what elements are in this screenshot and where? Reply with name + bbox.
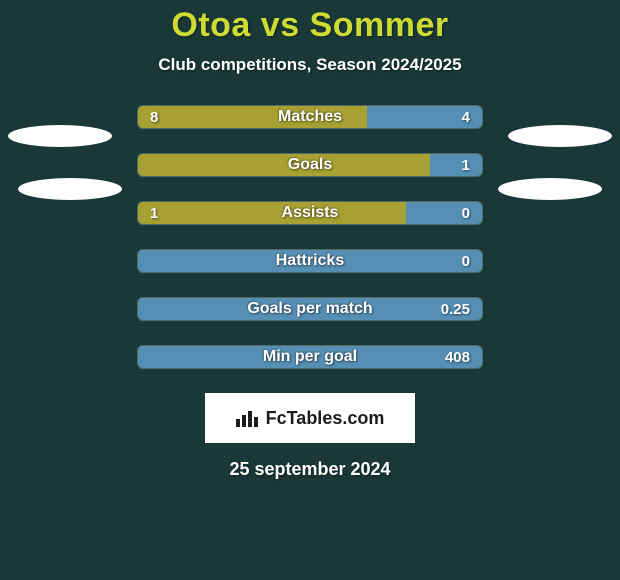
stat-value-right: 408: [445, 346, 470, 368]
stat-value-left: 1: [150, 202, 158, 224]
page-title: Otoa vs Sommer: [0, 0, 620, 45]
stat-value-left: 8: [150, 106, 158, 128]
page-subtitle: Club competitions, Season 2024/2025: [0, 55, 620, 75]
stat-value-right: 0.25: [441, 298, 470, 320]
stat-bar-left: [138, 106, 367, 128]
stat-bar: 84Matches: [137, 105, 483, 129]
stat-bar-left: [138, 202, 406, 224]
stat-row: 84Matches: [0, 105, 620, 129]
stat-bar-right: [138, 250, 482, 272]
branding-box: FcTables.com: [205, 393, 415, 443]
stat-value-right: 0: [462, 250, 470, 272]
bars-icon: [236, 409, 260, 427]
stat-bar: 1Goals: [137, 153, 483, 177]
stat-bar-right: [406, 202, 482, 224]
stat-value-right: 1: [462, 154, 470, 176]
stat-bar: 0.25Goals per match: [137, 297, 483, 321]
decorative-ellipse: [498, 178, 602, 200]
stat-row: 10Assists: [0, 201, 620, 225]
branding-text: FcTables.com: [266, 408, 385, 429]
stat-bar-right: [430, 154, 482, 176]
stat-row: 408Min per goal: [0, 345, 620, 369]
stat-value-right: 4: [462, 106, 470, 128]
footer-date: 25 september 2024: [0, 459, 620, 480]
decorative-ellipse: [18, 178, 122, 200]
stat-bar-right: [138, 346, 482, 368]
stat-value-right: 0: [462, 202, 470, 224]
stat-bar: 408Min per goal: [137, 345, 483, 369]
stat-row: 1Goals: [0, 153, 620, 177]
stat-bar: 10Assists: [137, 201, 483, 225]
stat-row: 0Hattricks: [0, 249, 620, 273]
stat-bar-right: [138, 298, 482, 320]
stat-bar: 0Hattricks: [137, 249, 483, 273]
stat-bar-left: [138, 154, 430, 176]
stat-row: 0.25Goals per match: [0, 297, 620, 321]
